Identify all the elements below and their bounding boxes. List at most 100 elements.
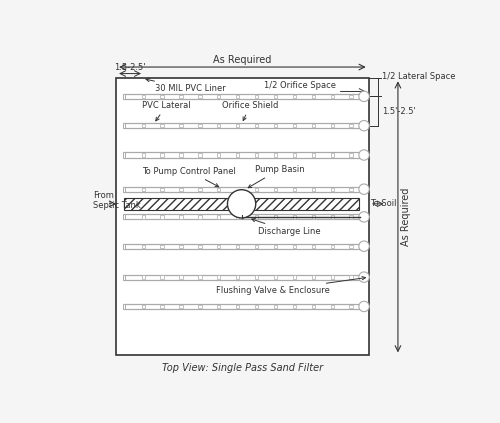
Bar — [122, 304, 124, 309]
Text: 1/2 Lateral Space: 1/2 Lateral Space — [382, 72, 456, 81]
Text: Orifice Shield: Orifice Shield — [222, 101, 278, 121]
Bar — [160, 154, 164, 157]
Bar — [236, 244, 240, 248]
Text: Pump Basin: Pump Basin — [248, 165, 304, 188]
Bar — [217, 244, 220, 248]
Bar — [198, 187, 202, 191]
Bar — [350, 124, 352, 127]
Text: As Required: As Required — [401, 188, 411, 246]
Bar — [160, 305, 164, 308]
Bar — [160, 275, 164, 279]
Bar — [122, 214, 124, 220]
Bar — [330, 215, 334, 219]
Bar — [180, 244, 182, 248]
Bar — [180, 215, 182, 219]
Bar — [180, 187, 182, 191]
Bar — [312, 124, 315, 127]
Bar — [142, 275, 145, 279]
Bar — [142, 305, 145, 308]
Bar — [180, 124, 182, 127]
Bar — [330, 124, 334, 127]
Bar — [330, 187, 334, 191]
Bar — [312, 305, 315, 308]
Bar — [330, 95, 334, 98]
Bar — [292, 275, 296, 279]
Bar — [330, 154, 334, 157]
Bar — [330, 275, 334, 279]
Bar — [274, 95, 277, 98]
Bar — [180, 305, 182, 308]
Bar — [198, 275, 202, 279]
Text: Flushing Valve & Enclosure: Flushing Valve & Enclosure — [216, 277, 366, 295]
Circle shape — [359, 212, 370, 222]
Bar — [250, 198, 359, 210]
Bar — [255, 305, 258, 308]
Bar — [255, 215, 258, 219]
Bar — [160, 244, 164, 248]
Bar — [180, 95, 182, 98]
Bar — [350, 95, 352, 98]
Bar — [274, 244, 277, 248]
Circle shape — [359, 121, 370, 131]
Text: Discharge Line: Discharge Line — [252, 219, 320, 236]
Text: To Soil: To Soil — [370, 199, 396, 209]
Bar — [217, 275, 220, 279]
Bar — [236, 154, 240, 157]
Text: From
Septic Tank: From Septic Tank — [94, 191, 141, 210]
Text: PVC Lateral: PVC Lateral — [142, 101, 191, 121]
Bar — [160, 187, 164, 191]
Bar — [142, 95, 145, 98]
Bar — [198, 215, 202, 219]
Bar — [122, 244, 124, 249]
Circle shape — [359, 184, 370, 195]
Bar — [142, 154, 145, 157]
Bar — [217, 187, 220, 191]
Bar — [160, 95, 164, 98]
Bar — [330, 305, 334, 308]
Text: 1.5-2.5': 1.5-2.5' — [114, 63, 146, 72]
Bar — [330, 244, 334, 248]
Text: As Required: As Required — [213, 55, 272, 66]
Bar — [255, 95, 258, 98]
Bar — [236, 305, 240, 308]
Circle shape — [359, 91, 370, 102]
Bar — [122, 94, 124, 99]
Bar — [236, 275, 240, 279]
Bar — [274, 124, 277, 127]
Bar — [142, 124, 145, 127]
Text: Top View: Single Pass Sand Filter: Top View: Single Pass Sand Filter — [162, 363, 323, 374]
Bar — [274, 305, 277, 308]
Bar — [255, 244, 258, 248]
Circle shape — [359, 241, 370, 251]
Bar — [198, 305, 202, 308]
Bar — [198, 95, 202, 98]
Circle shape — [359, 301, 370, 312]
Bar — [274, 154, 277, 157]
Bar — [142, 244, 145, 248]
Bar — [255, 124, 258, 127]
Bar — [180, 154, 182, 157]
Circle shape — [359, 150, 370, 160]
Bar — [350, 154, 352, 157]
Bar — [312, 244, 315, 248]
Bar — [274, 275, 277, 279]
Bar — [217, 154, 220, 157]
Bar — [292, 244, 296, 248]
Bar — [292, 215, 296, 219]
Bar — [274, 215, 277, 219]
Bar — [255, 187, 258, 191]
Bar — [217, 95, 220, 98]
Bar — [142, 215, 145, 219]
Bar — [312, 95, 315, 98]
Bar — [255, 154, 258, 157]
Bar — [236, 124, 240, 127]
Bar — [350, 215, 352, 219]
Bar — [350, 244, 352, 248]
Bar — [160, 124, 164, 127]
Bar — [292, 154, 296, 157]
Bar — [122, 187, 124, 192]
Bar — [122, 152, 124, 158]
Bar — [122, 275, 124, 280]
Bar — [350, 305, 352, 308]
Bar — [217, 124, 220, 127]
